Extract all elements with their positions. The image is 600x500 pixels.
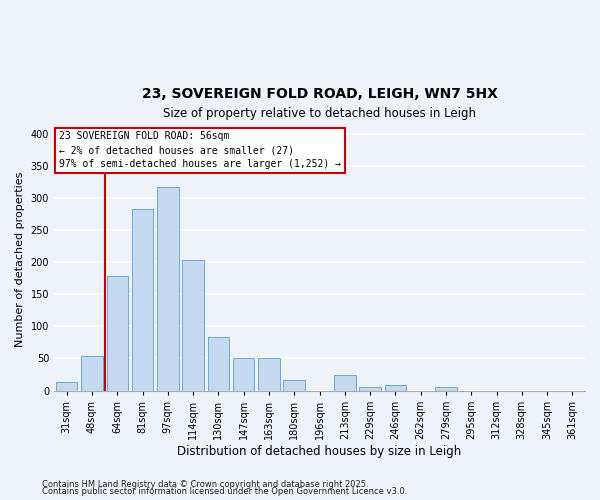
Bar bbox=[157, 187, 179, 390]
Bar bbox=[132, 209, 153, 390]
Text: Contains public sector information licensed under the Open Government Licence v3: Contains public sector information licen… bbox=[42, 488, 407, 496]
Bar bbox=[359, 388, 381, 390]
Text: Contains HM Land Registry data © Crown copyright and database right 2025.: Contains HM Land Registry data © Crown c… bbox=[42, 480, 368, 489]
Bar bbox=[208, 336, 229, 390]
Y-axis label: Number of detached properties: Number of detached properties bbox=[15, 172, 25, 346]
Text: Size of property relative to detached houses in Leigh: Size of property relative to detached ho… bbox=[163, 106, 476, 120]
Bar bbox=[435, 388, 457, 390]
Bar bbox=[233, 358, 254, 390]
Bar bbox=[258, 358, 280, 390]
Text: 23 SOVEREIGN FOLD ROAD: 56sqm
← 2% of detached houses are smaller (27)
97% of se: 23 SOVEREIGN FOLD ROAD: 56sqm ← 2% of de… bbox=[59, 132, 341, 170]
Bar bbox=[81, 356, 103, 390]
Bar bbox=[385, 385, 406, 390]
X-axis label: Distribution of detached houses by size in Leigh: Distribution of detached houses by size … bbox=[178, 444, 461, 458]
Bar bbox=[56, 382, 77, 390]
Bar bbox=[107, 276, 128, 390]
Bar bbox=[334, 374, 356, 390]
Text: 23, SOVEREIGN FOLD ROAD, LEIGH, WN7 5HX: 23, SOVEREIGN FOLD ROAD, LEIGH, WN7 5HX bbox=[142, 87, 497, 101]
Bar bbox=[283, 380, 305, 390]
Bar bbox=[182, 260, 204, 390]
